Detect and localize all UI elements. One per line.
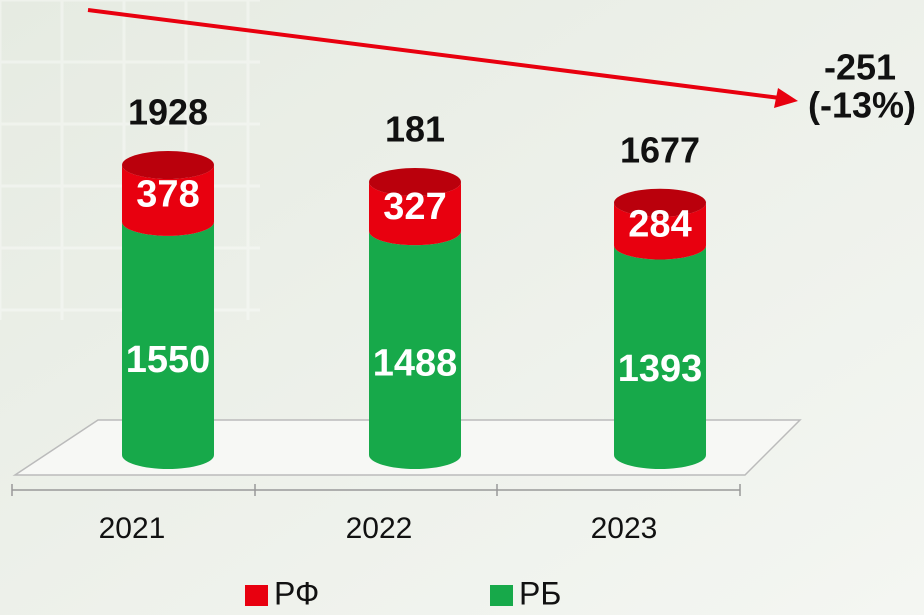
x-tick-label: 2022 bbox=[346, 512, 413, 545]
bar-segment bbox=[369, 181, 461, 246]
value-label: 284 bbox=[628, 203, 691, 245]
value-label: 1393 bbox=[618, 348, 703, 390]
value-label: 378 bbox=[136, 173, 199, 215]
value-label: 1550 bbox=[126, 339, 211, 381]
legend-swatch bbox=[245, 585, 268, 606]
legend-label: РБ bbox=[519, 575, 561, 611]
bar-segment bbox=[369, 231, 461, 469]
bar-segment bbox=[122, 221, 214, 469]
total-label: 1928 bbox=[128, 92, 208, 133]
bar-segment bbox=[122, 165, 214, 236]
bar-cap bbox=[614, 188, 706, 217]
bar-cap bbox=[122, 151, 214, 179]
total-label: 1677 bbox=[620, 129, 700, 170]
annotation: -251 bbox=[824, 47, 896, 88]
value-label: 327 bbox=[383, 186, 446, 228]
value-label: 1488 bbox=[373, 343, 458, 385]
bar-cap bbox=[369, 167, 461, 196]
bar-segment bbox=[614, 202, 706, 260]
bar-segment bbox=[614, 245, 706, 469]
trend-arrowhead bbox=[774, 88, 798, 108]
legend-label: РФ bbox=[274, 575, 319, 611]
total-label: 181 bbox=[385, 109, 445, 150]
legend-swatch bbox=[490, 585, 513, 606]
trend-line bbox=[87, 8, 781, 100]
x-tick-label: 2021 bbox=[99, 512, 166, 545]
annotation: (-13%) bbox=[808, 85, 916, 126]
x-tick-label: 2023 bbox=[591, 512, 658, 545]
